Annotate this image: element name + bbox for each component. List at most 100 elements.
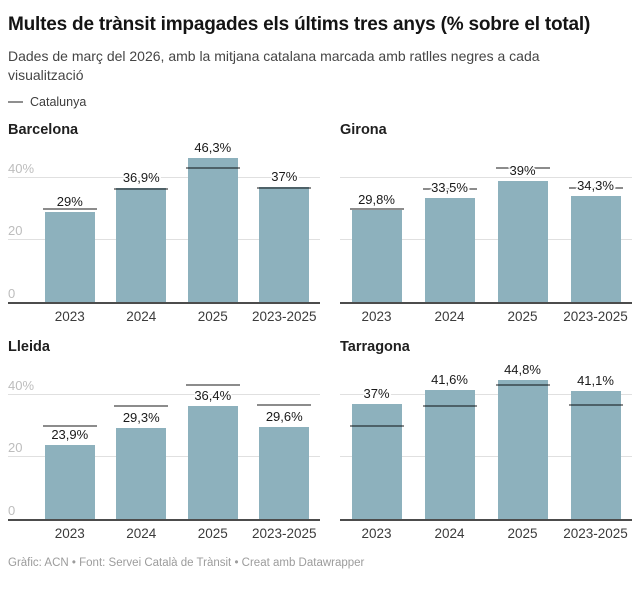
y-tick-label: 0 <box>8 285 16 301</box>
x-tick-label: 2024 <box>434 308 465 324</box>
x-axis: 2023 2024 2025 2023-2025 <box>340 526 632 541</box>
value-label: 46,3% <box>194 140 232 156</box>
y-tick-label: 40% <box>8 377 35 393</box>
bar-slot-2023: 23,9% <box>34 370 106 520</box>
bar-slot-2023: 37% <box>340 370 413 520</box>
bar-2024[interactable] <box>116 187 167 303</box>
value-label: 36,4% <box>194 388 232 404</box>
x-tick-label: 2023 <box>54 308 85 324</box>
bar-2023-2025[interactable] <box>570 391 621 520</box>
bar-2023-2025[interactable] <box>570 195 621 303</box>
bar-slot-2023: 29% <box>34 153 106 303</box>
y-tick-label: 40% <box>8 160 35 176</box>
bar-slot-2025: 36,4% <box>177 370 249 520</box>
small-multiples-grid: Barcelona 0 20 40% 29% 36,9% 46,3% 37% 2023 2024 2… <box>8 122 632 541</box>
bar-2024[interactable] <box>424 389 475 520</box>
value-label: 44,8% <box>504 361 541 377</box>
bar-2025[interactable] <box>497 180 548 303</box>
bar-2023-2025[interactable] <box>259 187 310 303</box>
bar-slot-2023-2025: 34,3% <box>559 153 632 303</box>
catalunya-marker <box>114 405 169 408</box>
page-subtitle: Dades de març del 2026, amb la mitjana c… <box>8 48 540 83</box>
bar-2023[interactable] <box>44 445 95 520</box>
x-axis-line <box>8 301 320 304</box>
bar-slot-2024: 41,6% <box>413 370 486 520</box>
value-label: 37% <box>271 169 298 185</box>
chart-title: Girona <box>340 121 387 138</box>
chart-title: Barcelona <box>8 121 79 138</box>
bar-2024[interactable] <box>116 428 167 520</box>
value-label: 29,3% <box>122 410 160 426</box>
x-tick-label: 2023-2025 <box>563 525 628 541</box>
bar-slot-2024: 29,3% <box>106 370 178 520</box>
catalunya-marker <box>185 383 240 386</box>
x-tick-label: 2025 <box>197 308 228 324</box>
value-label: 41,6% <box>431 371 468 387</box>
value-label: 37% <box>363 386 390 402</box>
catalunya-marker <box>185 166 240 169</box>
plot-area: 0 20 40% 23,9% 29,3% 36,4% 29,6% <box>8 370 321 521</box>
x-axis: 2023 2024 2025 2023-2025 <box>8 309 320 324</box>
bar-2024[interactable] <box>424 198 475 303</box>
x-tick-label: 2023-2025 <box>563 308 628 324</box>
value-label: 34,3% <box>577 177 614 193</box>
x-tick-label: 2023 <box>54 525 85 541</box>
chart-girona: Girona 29,8% 33,5% 39% 34,3% 2023 2024 2025 2023… <box>340 122 632 324</box>
catalunya-marker <box>257 187 312 190</box>
x-tick-label: 2023-2025 <box>251 525 317 541</box>
bar-slot-2023-2025: 37% <box>249 153 321 303</box>
bar-2023-2025[interactable] <box>259 427 310 520</box>
value-label: 29,6% <box>265 409 303 425</box>
bar-2023[interactable] <box>351 404 402 520</box>
bar-2023[interactable] <box>44 212 95 303</box>
catalunya-marker <box>568 187 623 190</box>
catalunya-marker <box>349 425 404 428</box>
bar-2025[interactable] <box>497 379 548 520</box>
catalunya-marker <box>114 188 169 191</box>
x-tick-label: 2025 <box>507 525 538 541</box>
gridline-40 <box>340 393 632 395</box>
x-axis: 2023 2024 2025 2023-2025 <box>340 309 632 324</box>
catalunya-marker <box>495 166 550 169</box>
bar-slot-2023-2025: 29,6% <box>249 370 321 520</box>
catalunya-marker <box>349 208 404 211</box>
x-tick-label: 2023 <box>361 525 392 541</box>
plot-area: 29,8% 33,5% 39% 34,3% <box>340 153 632 304</box>
value-label: 29% <box>56 194 83 210</box>
x-tick-label: 2024 <box>126 308 157 324</box>
bar-slot-2025: 44,8% <box>486 363 559 520</box>
catalunya-marker <box>495 383 550 386</box>
bar-slot-2025: 46,3% <box>177 141 249 303</box>
gridline-40 <box>8 176 320 178</box>
value-label: 33,5% <box>431 180 468 196</box>
catalunya-marker <box>42 425 97 428</box>
plot-area: 37% 41,6% 44,8% 41,1% <box>340 363 632 521</box>
bars-row: 37% 41,6% 44,8% 41,1% <box>340 363 632 520</box>
gridline-20 <box>340 239 632 241</box>
x-tick-label: 2024 <box>434 525 465 541</box>
x-axis: 2023 2024 2025 2023-2025 <box>8 526 320 541</box>
catalunya-marker <box>42 208 97 211</box>
chart-barcelona: Barcelona 0 20 40% 29% 36,9% 46,3% 37% 2023 2024 2… <box>8 122 320 324</box>
catalunya-marker <box>568 404 623 407</box>
chart-tarragona: Tarragona 37% 41,6% 44,8% 41,1% 2023 2024 2025 2… <box>340 339 632 541</box>
y-tick-label: 0 <box>8 502 16 518</box>
catalunya-marker <box>422 188 477 191</box>
bar-2025[interactable] <box>187 406 238 520</box>
x-tick-label: 2025 <box>507 308 538 324</box>
x-tick-label: 2023 <box>361 308 392 324</box>
page-title: Multes de trànsit impagades els últims t… <box>8 14 591 35</box>
x-tick-label: 2025 <box>197 525 228 541</box>
value-label: 36,9% <box>122 169 160 185</box>
bar-slot-2025: 39% <box>486 153 559 303</box>
bar-2023[interactable] <box>351 209 402 303</box>
bar-2025[interactable] <box>187 158 238 303</box>
legend: Catalunya <box>8 95 632 109</box>
bar-slot-2024: 33,5% <box>413 153 486 303</box>
bars-row: 29,8% 33,5% 39% 34,3% <box>340 153 632 303</box>
attribution-footer: Gràfic: ACN • Font: Servei Català de Trà… <box>8 556 365 569</box>
x-axis-line <box>8 518 320 521</box>
x-tick-label: 2024 <box>126 525 157 541</box>
y-tick-label: 20 <box>8 440 23 456</box>
